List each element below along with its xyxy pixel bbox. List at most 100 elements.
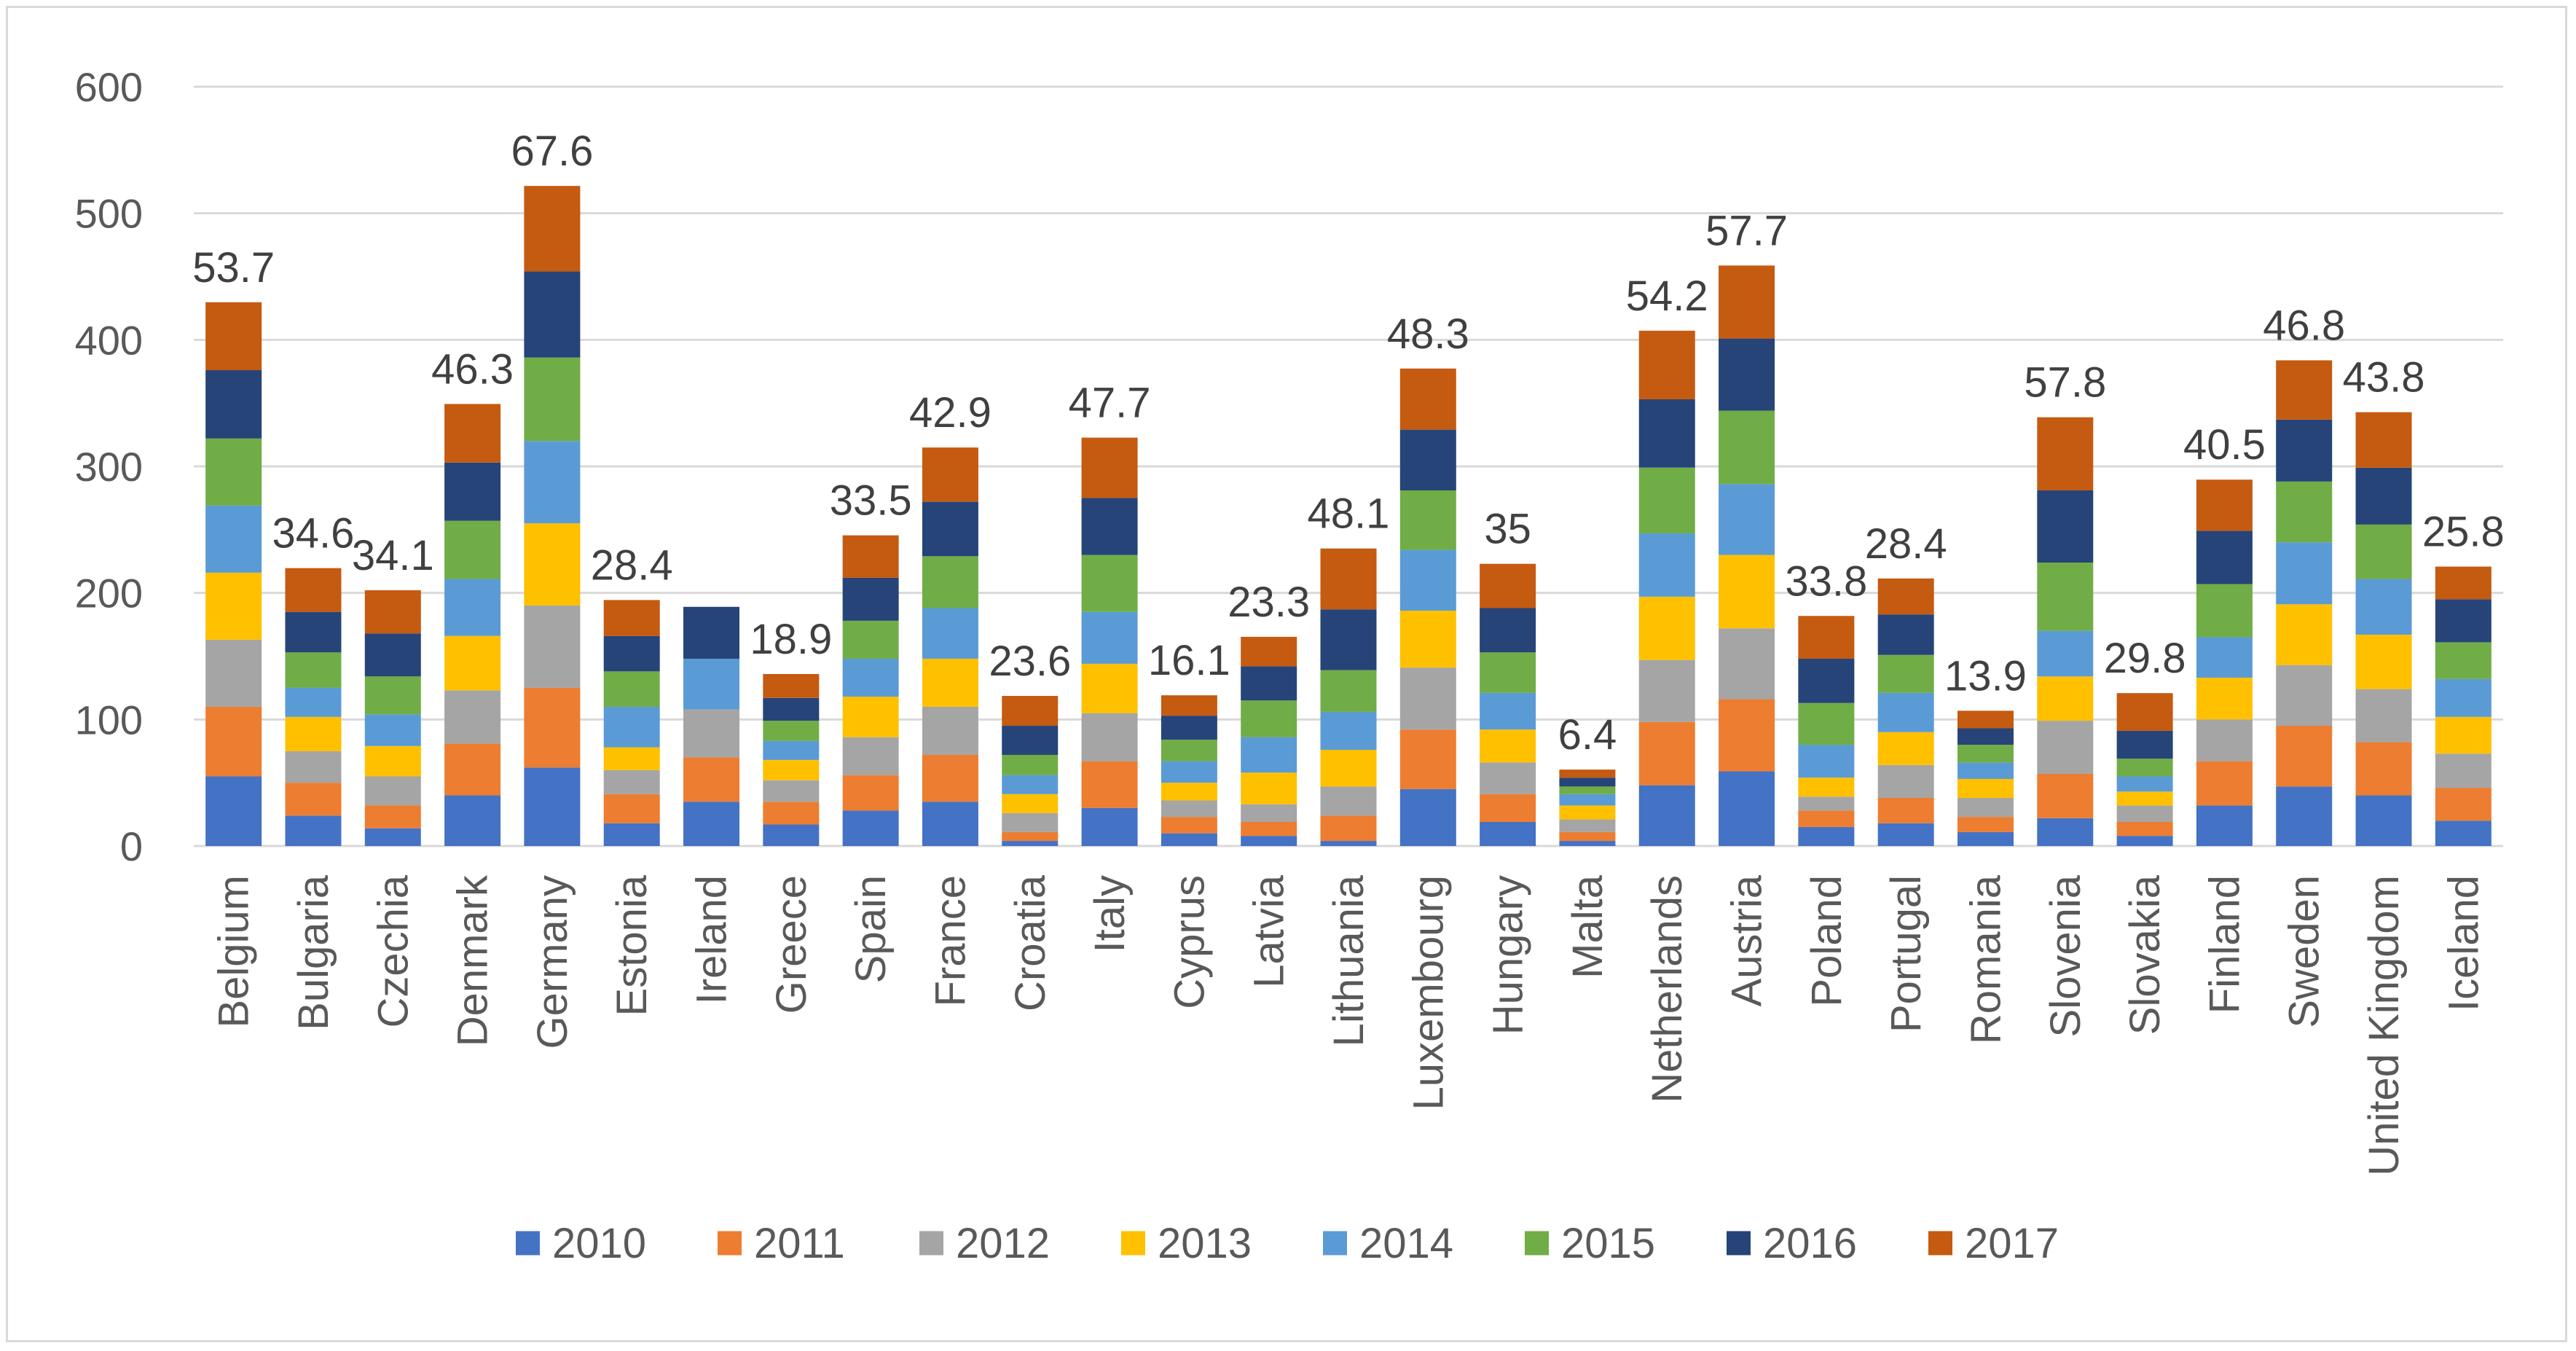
bar-portugal-2012 [1877, 764, 1934, 799]
y-tick-label: 500 [75, 191, 143, 237]
y-tick-label: 200 [75, 571, 143, 616]
bar-sweden-2014 [2276, 542, 2333, 605]
bar-germany-2012 [524, 606, 581, 688]
data-label: 46.8 [2263, 302, 2345, 349]
bar-germany-2015 [524, 357, 581, 442]
category-label: Ireland [688, 875, 736, 1004]
bar-bulgaria-2013 [285, 716, 342, 751]
bar-czechia-2013 [364, 745, 421, 777]
bar-germany-2017 [524, 186, 581, 272]
bar-bulgaria-2015 [285, 652, 342, 688]
bar-france-2014 [922, 608, 978, 659]
category-label: Poland [1803, 875, 1850, 1007]
x-axis-categories: Belgium Bulgaria Czechia Denmark Germany Esto… [211, 874, 2488, 1176]
bar-iceland-2015 [2435, 642, 2491, 679]
bar-romania-2015 [1957, 745, 2014, 763]
bar-france-2010 [922, 802, 978, 846]
bar-slovenia-2011 [2037, 774, 2094, 818]
bar-ireland-2016 [683, 606, 740, 659]
bar-france-2011 [922, 754, 978, 802]
bar-latvia-2011 [1241, 822, 1297, 837]
bar-sweden-2016 [2276, 419, 2333, 482]
legend-label-2012: 2012 [956, 1220, 1050, 1267]
bar-finland-2013 [2196, 678, 2253, 720]
bar-luxembourg-2011 [1399, 729, 1456, 789]
bar-finland-2016 [2196, 530, 2253, 584]
bar-italy-2013 [1081, 663, 1138, 713]
bar-denmark-2013 [444, 635, 501, 691]
bar-latvia-2016 [1241, 666, 1297, 701]
data-label: 25.8 [2422, 509, 2505, 556]
bar-austria-2012 [1719, 628, 1775, 700]
bar-malta-2013 [1559, 805, 1616, 820]
bar-greece-2015 [763, 721, 820, 741]
bar-lithuania-2017 [1320, 548, 1377, 610]
y-tick-label: 300 [75, 444, 143, 490]
legend-swatch-2013 [1121, 1231, 1145, 1256]
bar-hungary-2012 [1480, 762, 1536, 794]
bar-iceland-2016 [2435, 599, 2491, 643]
data-label: 6.4 [1558, 711, 1617, 759]
bar-united-kingdom-2017 [2355, 412, 2412, 468]
category-label: Finland [2201, 875, 2248, 1014]
bar-lithuania-2013 [1320, 750, 1377, 787]
category-label: Germany [529, 875, 576, 1049]
category-label: Spain [847, 875, 895, 983]
data-label: 28.4 [1865, 520, 1947, 568]
bar-france-2013 [922, 658, 978, 707]
bar-hungary-2010 [1480, 822, 1536, 846]
bar-belgium-2010 [205, 776, 262, 846]
bar-lithuania-2011 [1320, 815, 1377, 842]
bar-portugal-2016 [1877, 614, 1934, 655]
data-labels: 53.7 34.634.1 46.3 67.6 28.4 18.9 33.5 42.9 23.6… [192, 128, 2505, 759]
bar-cyprus-2013 [1161, 783, 1217, 801]
bar-latvia-2013 [1241, 772, 1297, 804]
bar-ireland-2010 [683, 802, 740, 846]
chart-area: 0 100 200 300 400 500 600 53.7 34.6 34.1 46.3 67.6… [6, 6, 2567, 1342]
bar-sweden-2013 [2276, 604, 2333, 665]
y-tick-label: 600 [75, 64, 143, 110]
category-label: Malta [1564, 874, 1611, 979]
bar-croatia-2016 [1002, 726, 1059, 755]
bar-austria-2013 [1719, 555, 1775, 629]
bar-czechia-2012 [364, 776, 421, 806]
category-label: Croatia [1007, 874, 1054, 1011]
bar-poland-2010 [1798, 826, 1855, 846]
data-label: 35 [1484, 506, 1531, 553]
bar-italy-2016 [1081, 498, 1138, 555]
data-label: 43.8 [2343, 354, 2425, 402]
bar-poland-2014 [1798, 745, 1855, 778]
bar-denmark-2016 [444, 462, 501, 521]
bar-spain-2011 [842, 775, 899, 811]
bar-portugal-2010 [1877, 823, 1934, 846]
category-label: Sweden [2281, 875, 2328, 1028]
bar-estonia-2011 [603, 794, 660, 823]
bar-france-2012 [922, 706, 978, 755]
bar-luxembourg-2015 [1399, 490, 1456, 550]
bar-lithuania-2016 [1320, 609, 1377, 670]
bar-greece-2012 [763, 780, 820, 802]
bar-slovakia-2013 [2116, 791, 2173, 806]
bar-slovenia-2017 [2037, 417, 2094, 490]
bar-spain-2010 [842, 810, 899, 846]
y-tick-label: 0 [120, 823, 143, 869]
bar-belgium-2017 [205, 302, 262, 371]
bar-italy-2011 [1081, 761, 1138, 808]
bar-bulgaria-2011 [285, 783, 342, 816]
bar-slovakia-2015 [2116, 759, 2173, 777]
bar-italy-2014 [1081, 611, 1138, 664]
data-label: 33.5 [830, 477, 912, 525]
category-label: Cyprus [1166, 875, 1213, 1009]
category-label: Belgium [211, 875, 258, 1028]
bar-portugal-2013 [1877, 732, 1934, 765]
category-label: Denmark [449, 874, 497, 1046]
category-label: Greece [768, 875, 815, 1014]
bar-latvia-2012 [1241, 804, 1297, 823]
bar-netherlands-2016 [1638, 399, 1695, 468]
bar-finland-2014 [2196, 637, 2253, 678]
bar-iceland-2012 [2435, 753, 2491, 788]
bar-hungary-2013 [1480, 729, 1536, 763]
bar-united-kingdom-2013 [2355, 634, 2412, 689]
bar-cyprus-2010 [1161, 833, 1217, 846]
bar-denmark-2017 [444, 404, 501, 463]
